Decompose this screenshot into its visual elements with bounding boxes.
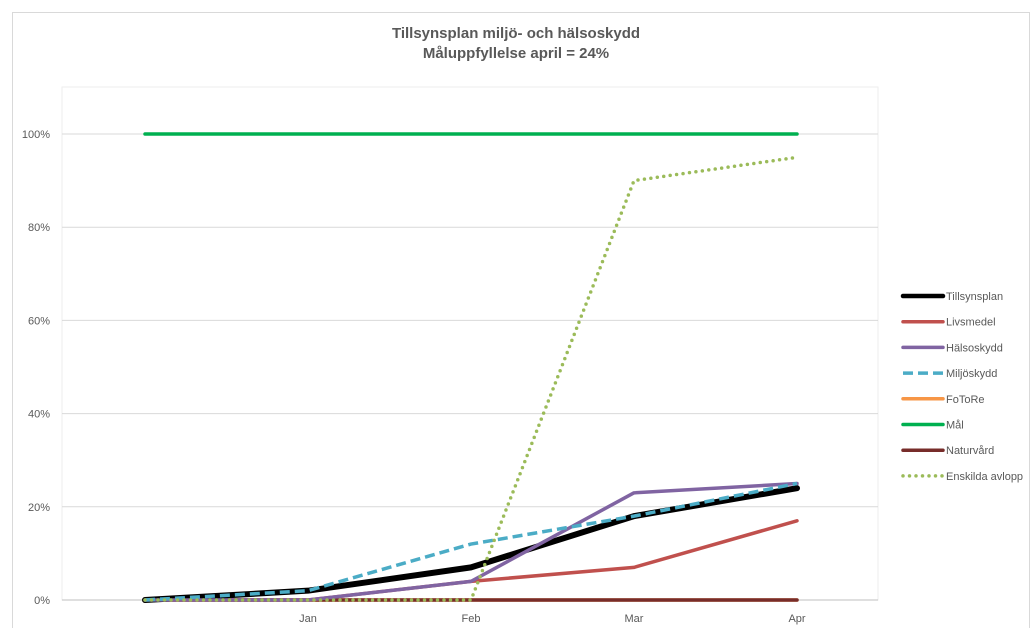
- legend-label: FoToRe: [946, 394, 985, 406]
- y-tick-label: 100%: [22, 129, 50, 141]
- series-line-enskilda-avlopp: [143, 155, 799, 602]
- series-line-hälsoskydd: [143, 481, 799, 602]
- y-tick-label: 60%: [28, 315, 50, 327]
- series-line-livsmedel: [143, 519, 799, 602]
- y-tick-label: 80%: [28, 222, 50, 234]
- series-line-miljöskydd: [144, 481, 798, 602]
- chart-title-block: Tillsynsplan miljö- och hälsoskydd Målup…: [0, 24, 1032, 64]
- legend-label: Naturvård: [946, 445, 994, 457]
- legend-label: Hälsoskydd: [946, 342, 1003, 354]
- y-tick-label: 20%: [28, 502, 50, 514]
- legend-label: Enskilda avlopp: [946, 471, 1023, 483]
- x-tick-label: Feb: [462, 613, 481, 625]
- legend-label: Mål: [946, 420, 964, 432]
- chart-title: Tillsynsplan miljö- och hälsoskydd: [391, 25, 641, 42]
- x-tick-label: Apr: [788, 613, 805, 625]
- x-tick-label: Jan: [299, 613, 317, 625]
- plot-area: [61, 86, 879, 601]
- chart-subtitle: Måluppfyllelse april = 24%: [422, 45, 610, 62]
- legend-label: Tillsynsplan: [946, 291, 1003, 303]
- legend-label: Livsmedel: [946, 317, 996, 329]
- y-tick-label: 0%: [34, 595, 50, 607]
- y-tick-label: 40%: [28, 409, 50, 421]
- x-tick-label: Mar: [625, 613, 644, 625]
- legend-label: Miljöskydd: [946, 368, 997, 380]
